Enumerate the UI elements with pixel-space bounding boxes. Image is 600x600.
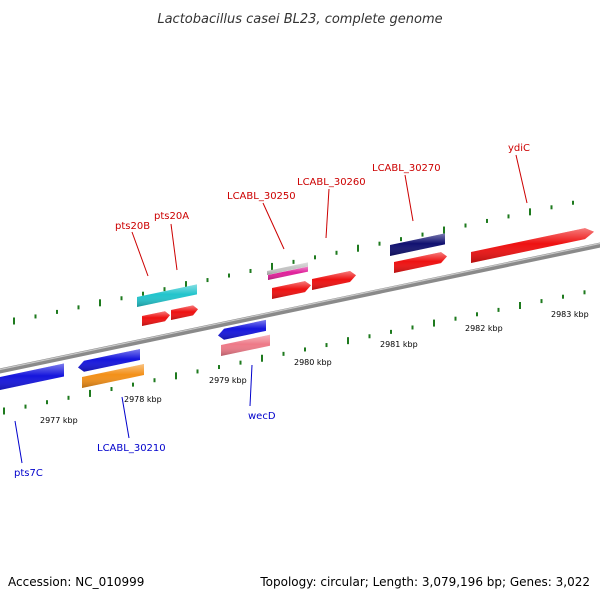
leader-line	[515, 154, 528, 204]
gene-label: LCABL_30250	[227, 191, 296, 202]
backbone	[0, 242, 600, 374]
gene-label: pts20B	[115, 221, 150, 232]
leader-line	[404, 174, 414, 222]
page-title: Lactobacillus casei BL23, complete genom…	[157, 12, 442, 27]
gene-pink-shade	[221, 334, 270, 356]
gene-label: wecD	[248, 411, 276, 422]
gene-blue-1-shade	[78, 349, 140, 372]
accession-text: Accession: NC_010999	[8, 575, 144, 589]
leader-line	[170, 223, 178, 271]
label-leaders	[14, 154, 528, 464]
gene-wecd-shade	[218, 319, 266, 340]
kbp-labels: 2977 kbp 2978 kbp 2979 kbp 2980 kbp 2981 kbp…	[40, 310, 589, 425]
kbp-label: 2982 kbp	[465, 324, 503, 333]
gene-navy-shade	[390, 233, 445, 256]
gene-label: LCABL_30260	[297, 177, 366, 188]
gene-ydic-shade	[471, 228, 594, 263]
gene-label: LCABL_30270	[372, 163, 441, 174]
gene-label: LCABL_30210	[97, 443, 166, 454]
topology-text: Topology: circular; Length: 3,079,196 bp…	[259, 575, 590, 589]
leader-line	[14, 420, 23, 464]
kbp-label: 2983 kbp	[551, 310, 589, 319]
kbp-label: 2977 kbp	[40, 416, 78, 425]
leader-line	[262, 202, 285, 250]
backbone-line	[0, 242, 600, 374]
backbone-highlight	[0, 242, 600, 371]
gene-magenta-shade	[268, 266, 308, 280]
kbp-label: 2981 kbp	[380, 340, 418, 349]
tick-marks	[3, 200, 586, 415]
leader-line	[249, 364, 253, 407]
leader-line	[325, 188, 330, 239]
gene-red-1-shade	[142, 311, 170, 326]
kbp-label: 2978 kbp	[124, 395, 162, 404]
gene-grey-shade	[267, 262, 308, 275]
gene-red-2-shade	[171, 305, 198, 320]
gene-label: pts7C	[14, 468, 43, 479]
gene-pts7c-shade	[0, 363, 64, 390]
gene-lcabl-30260-shade	[312, 271, 356, 290]
gene-features	[0, 228, 594, 390]
gene-lcabl-30210-shade	[82, 364, 144, 388]
gene-lcabl-30270-shade	[394, 252, 447, 273]
gene-label: pts20A	[154, 211, 189, 222]
kbp-label: 2979 kbp	[209, 376, 247, 385]
kbp-label: 2980 kbp	[294, 358, 332, 367]
gene-pts20b-shade	[137, 284, 197, 307]
leader-line	[131, 231, 149, 277]
gene-lcabl-30250-shade	[272, 281, 311, 299]
gene-label: ydiC	[508, 143, 530, 154]
leader-line	[121, 396, 130, 439]
